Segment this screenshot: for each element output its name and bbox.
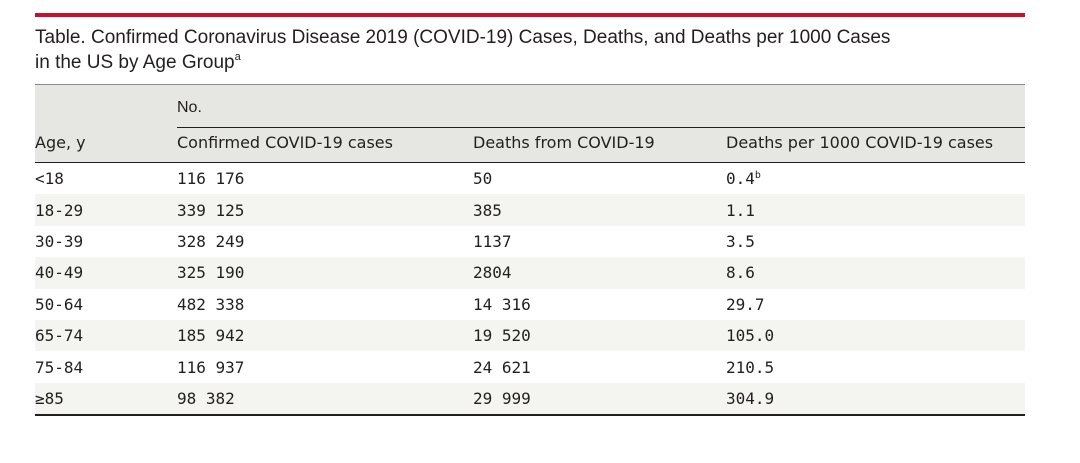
cases-cell: 116 176 <box>177 169 245 189</box>
deaths-cell: 50 <box>473 169 493 189</box>
table-row: 65-74 185 942 19 520 105.0 <box>35 319 1025 352</box>
table-row: 40-49 325 190 2804 8.6 <box>35 257 1025 289</box>
rate-cell: 105.0 <box>726 319 1025 352</box>
deaths-cell: 385 <box>473 194 726 226</box>
age-cell: ≥85 <box>35 382 177 415</box>
age-cell: 18-29 <box>35 194 177 226</box>
caption-footnote-mark: a <box>234 51 241 63</box>
rate-cell: 1.1 <box>726 194 1025 226</box>
table-row: 18-29 339 125 385 1.1 <box>35 194 1025 226</box>
deaths-cell: 1137 <box>473 231 512 251</box>
table-row: 50-64 482 338 14 316 29.7 <box>35 289 1025 320</box>
deaths-cell: 2804 <box>473 257 726 289</box>
rate-cell: 210.5 <box>726 357 775 377</box>
group-header-no: No. <box>177 99 202 116</box>
table-caption: Table. Confirmed Coronavirus Disease 201… <box>35 25 1025 75</box>
age-cell: 40-49 <box>35 257 177 289</box>
rate-footnote-mark: b <box>754 170 761 182</box>
column-header-cases: Confirmed COVID-19 cases <box>177 133 393 152</box>
column-header-age: Age, y <box>35 133 86 152</box>
data-table: <18 116 176 50 0.4b 18-29 339 125 385 1.1 30-39 3… <box>35 163 1025 415</box>
table-row: ≥85 98 382 29 999 304.9 <box>35 382 1025 415</box>
header-bottom-rule <box>35 162 1025 163</box>
cases-cell: 325 190 <box>177 257 473 289</box>
table-row: 30-39 328 249 1137 3.5 <box>35 226 1025 257</box>
deaths-cell: 29 999 <box>473 382 726 415</box>
deaths-cell: 19 520 <box>473 319 726 352</box>
caption-line-2-text: in the US by Age Group <box>35 52 235 73</box>
age-cell: 30-39 <box>35 231 84 251</box>
column-header-rate: Deaths per 1000 COVID-19 cases <box>726 133 994 152</box>
rate-cell: 29.7 <box>726 294 765 314</box>
table-figure: Table. Confirmed Coronavirus Disease 201… <box>35 13 1025 417</box>
rate-cell: 8.6 <box>726 257 1025 289</box>
caption-line-2: in the US by Age Groupa <box>35 50 1025 75</box>
rate-cell: 0.4b <box>726 169 761 189</box>
deaths-cell: 24 621 <box>473 357 531 377</box>
column-header-deaths: Deaths from COVID-19 <box>473 133 655 152</box>
rate-cell: 3.5 <box>726 231 755 251</box>
age-cell: 65-74 <box>35 319 177 352</box>
cases-cell: 482 338 <box>177 294 245 314</box>
caption-line-1: Table. Confirmed Coronavirus Disease 201… <box>35 27 891 48</box>
cases-cell: 98 382 <box>177 382 473 415</box>
age-cell: <18 <box>35 169 64 189</box>
group-header-rule <box>177 127 1025 128</box>
rate-cell: 304.9 <box>726 382 1025 415</box>
table-bottom-rule <box>35 414 1025 417</box>
table-body: <18 116 176 50 0.4b 18-29 339 125 385 1.1 30-39 3… <box>35 163 1025 415</box>
deaths-cell: 14 316 <box>473 294 531 314</box>
table-row: <18 116 176 50 0.4b <box>35 163 1025 194</box>
top-accent-rule <box>35 13 1025 17</box>
age-cell: 50-64 <box>35 294 84 314</box>
cases-cell: 339 125 <box>177 194 473 226</box>
cases-cell: 116 937 <box>177 357 245 377</box>
cases-cell: 328 249 <box>177 231 245 251</box>
table-header: No. Age, y Confirmed COVID-19 cases Deat… <box>35 85 1025 162</box>
cases-cell: 185 942 <box>177 319 473 352</box>
age-cell: 75-84 <box>35 357 84 377</box>
table-row: 75-84 116 937 24 621 210.5 <box>35 351 1025 382</box>
caption-rule <box>35 84 1025 85</box>
